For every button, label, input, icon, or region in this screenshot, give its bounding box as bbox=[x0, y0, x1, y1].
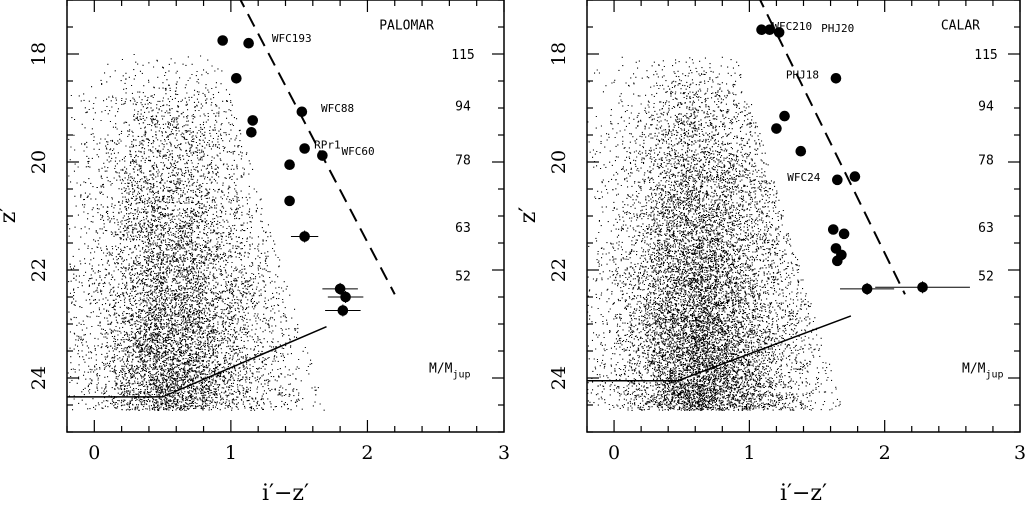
candidate-point bbox=[243, 37, 254, 49]
candidate-label: RPr1 bbox=[314, 139, 341, 152]
plot-area bbox=[587, 0, 970, 411]
candidate-point bbox=[917, 281, 928, 293]
selection-line bbox=[239, 0, 396, 295]
candidate-label: PHJ20 bbox=[821, 22, 854, 35]
candidate-point bbox=[317, 150, 328, 161]
candidate-label: WFC210 bbox=[772, 20, 812, 33]
candidate-point bbox=[284, 195, 295, 207]
x-axis-title: i′−z′ bbox=[262, 481, 309, 506]
x-tick-label: 3 bbox=[1014, 442, 1025, 464]
candidate-point bbox=[299, 143, 310, 154]
candidate-point bbox=[832, 174, 843, 186]
completeness-line bbox=[587, 315, 852, 382]
candidate-point bbox=[795, 145, 807, 157]
candidate-label: WFC88 bbox=[321, 102, 354, 115]
field-label: CALAR bbox=[941, 19, 980, 34]
candidate-point bbox=[832, 255, 843, 267]
candidate-point bbox=[217, 35, 228, 46]
x-tick-label: 3 bbox=[498, 442, 510, 464]
mass-label: 94 bbox=[978, 99, 994, 114]
candidate-point bbox=[334, 283, 346, 295]
candidate-point bbox=[340, 291, 351, 303]
panel-calar: WFC210 PHJ20 PHJ18 WFC24 CALAR 115 94 78 63 52 M/M… bbox=[516, 0, 1025, 506]
candidate-label: PHJ18 bbox=[786, 69, 819, 82]
mass-label: 63 bbox=[455, 221, 471, 236]
x-tick-label: 1 bbox=[225, 442, 237, 464]
mass-label: 52 bbox=[978, 269, 994, 284]
candidate-point bbox=[246, 127, 257, 138]
selection-line bbox=[759, 0, 906, 295]
plot-area bbox=[67, 0, 396, 411]
field-label: PALOMAR bbox=[379, 19, 434, 34]
mass-label: 94 bbox=[455, 99, 471, 114]
mass-axis-label-sub: jup bbox=[452, 370, 470, 381]
y-tick-label: 18 bbox=[28, 42, 50, 66]
y-tick-label: 22 bbox=[28, 258, 50, 282]
field-stars bbox=[587, 56, 841, 411]
panel-palomar: WFC193 WFC88 RPr1 WFC60 PALOMAR 115 94 78 63 52 M/… bbox=[0, 0, 510, 506]
candidate-point bbox=[231, 73, 242, 84]
candidate-point bbox=[764, 24, 775, 35]
y-axis-title: z′ bbox=[0, 207, 21, 224]
candidate-point bbox=[299, 231, 310, 242]
y-tick-label: 20 bbox=[28, 150, 50, 174]
candidate-point bbox=[771, 123, 782, 134]
mass-axis-label-main: M/M bbox=[429, 362, 453, 377]
mass-axis-label-sub: jup bbox=[985, 370, 1003, 381]
candidate-point bbox=[779, 110, 790, 122]
candidate-point bbox=[247, 115, 259, 126]
mass-label: 52 bbox=[455, 269, 471, 284]
y-axis-title: z′ bbox=[516, 207, 541, 224]
y-tick-label: 24 bbox=[28, 366, 50, 390]
candidate-point bbox=[773, 27, 785, 38]
mass-label: 115 bbox=[451, 48, 474, 63]
x-tick-label: 2 bbox=[361, 442, 373, 464]
x-tick-label: 0 bbox=[88, 442, 100, 464]
candidate-point bbox=[296, 106, 308, 118]
x-tick-label: 0 bbox=[608, 442, 620, 464]
y-tick-label: 20 bbox=[548, 150, 570, 174]
candidate-point bbox=[838, 228, 850, 240]
x-axis-title: i′−z′ bbox=[780, 481, 827, 506]
candidate-point bbox=[756, 24, 767, 35]
plot-frame bbox=[586, 0, 1021, 433]
y-tick-label: 24 bbox=[548, 366, 570, 390]
candidate-point bbox=[861, 283, 873, 295]
mass-label: 63 bbox=[978, 221, 994, 236]
y-tick-label: 22 bbox=[548, 258, 570, 282]
candidate-point bbox=[284, 159, 295, 170]
candidate-label: WFC193 bbox=[272, 32, 312, 45]
y-tick-label: 18 bbox=[548, 42, 570, 66]
candidate-label: WFC24 bbox=[787, 171, 820, 184]
mass-label: 115 bbox=[974, 48, 997, 63]
candidate-point bbox=[337, 305, 349, 316]
mass-axis-label: M/Mjup bbox=[429, 362, 471, 381]
mass-label: 78 bbox=[455, 153, 471, 168]
field-stars bbox=[67, 53, 325, 411]
candidate-point bbox=[849, 171, 861, 182]
candidate-point bbox=[827, 224, 839, 235]
mass-axis-label: M/Mjup bbox=[962, 362, 1004, 381]
candidate-label: WFC60 bbox=[341, 145, 374, 158]
x-tick-label: 1 bbox=[743, 442, 755, 464]
x-tick-label: 2 bbox=[879, 442, 891, 464]
completeness-line bbox=[67, 326, 327, 398]
candidate-point bbox=[830, 73, 842, 84]
mass-axis-label-main: M/M bbox=[962, 362, 986, 377]
mass-label: 78 bbox=[978, 153, 994, 168]
